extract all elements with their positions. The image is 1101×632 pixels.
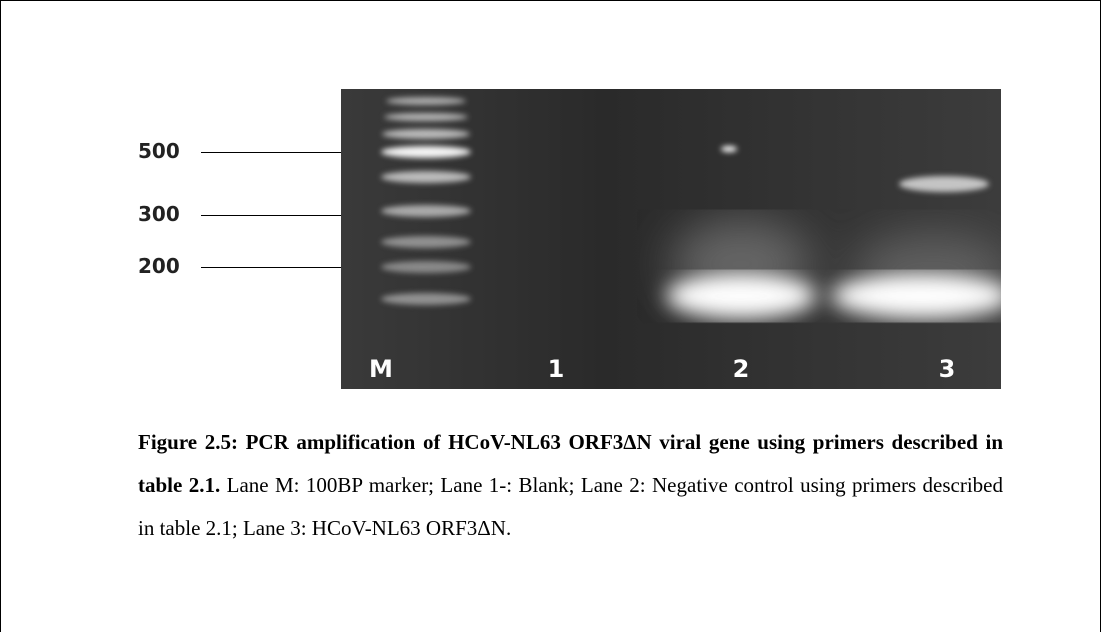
gel-image: M 1 2 3 <box>341 89 1001 389</box>
lane-label: 2 <box>733 355 750 383</box>
lane-label: M <box>369 355 393 383</box>
marker-line <box>201 267 346 268</box>
caption: Figure 2.5: PCR amplification of HCoV-NL… <box>138 421 1003 550</box>
marker-line <box>201 152 353 153</box>
lane-label: 1 <box>548 355 565 383</box>
marker-label: 200 <box>138 256 180 276</box>
lane-label: 3 <box>939 355 956 383</box>
figure-frame: 500 300 200 <box>0 0 1101 632</box>
marker-label: 500 <box>138 141 180 161</box>
marker-line <box>201 215 353 216</box>
caption-text: Lane M: 100BP marker; Lane 1-: Blank; La… <box>138 473 1003 540</box>
marker-label: 300 <box>138 204 180 224</box>
